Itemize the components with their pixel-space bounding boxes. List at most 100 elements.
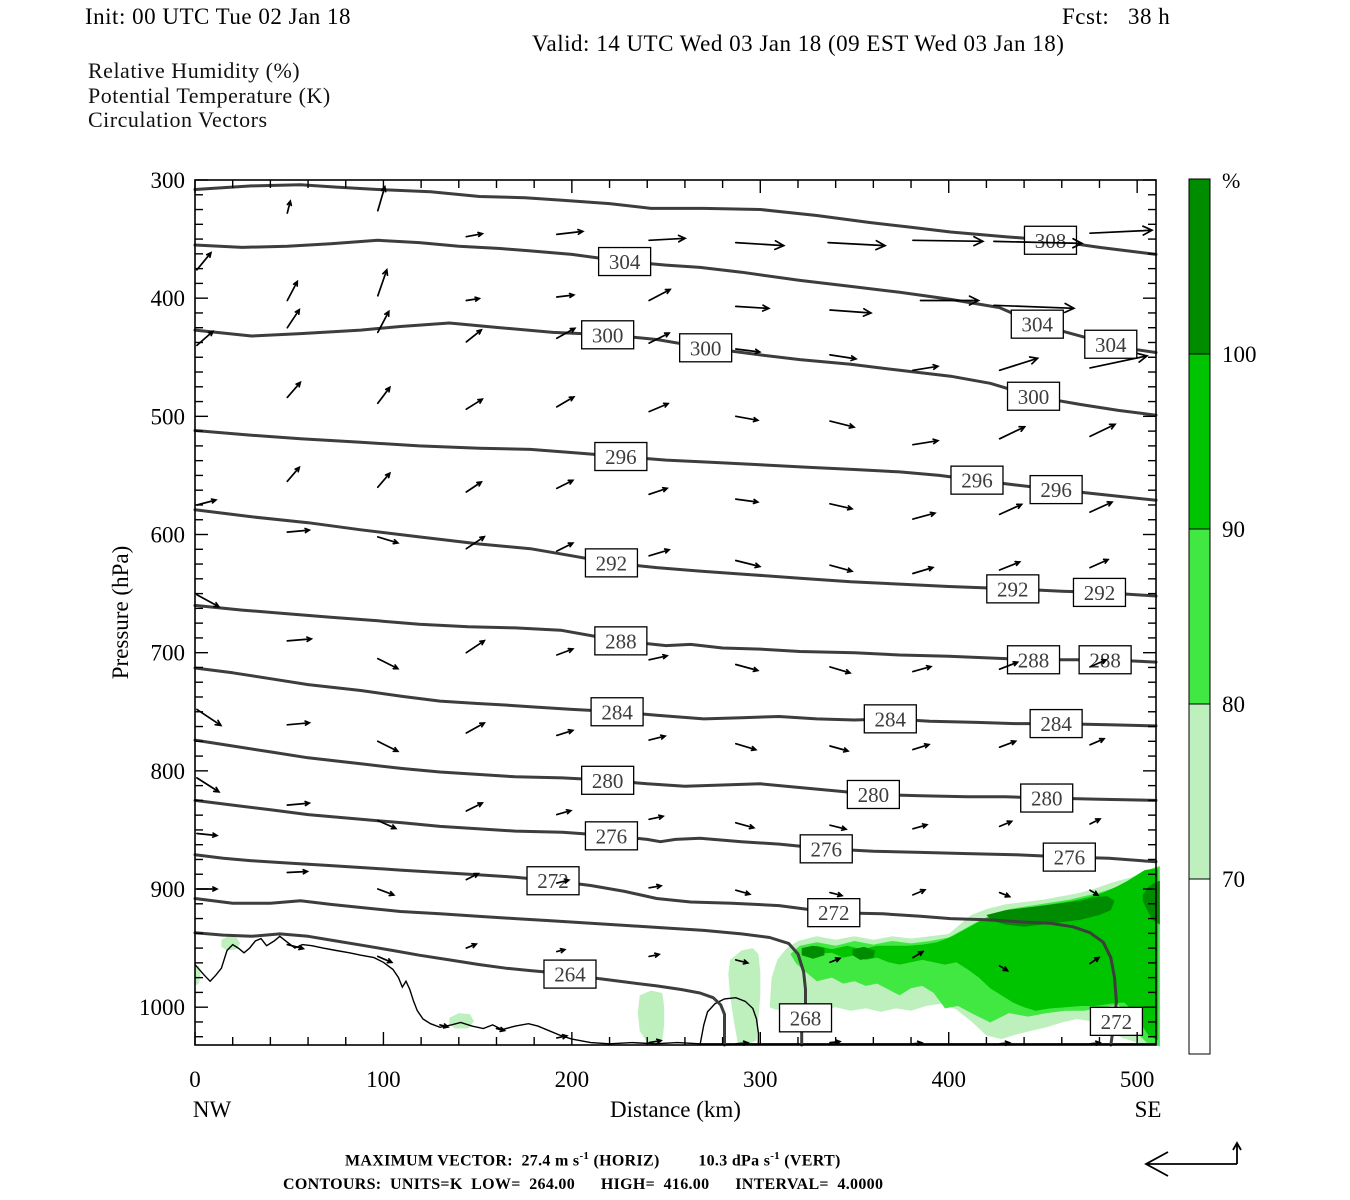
- contour-label-value: 264: [554, 963, 586, 987]
- y-tick-label: 900: [151, 877, 186, 902]
- wind-arrow: [734, 498, 760, 505]
- x-tick-label: 300: [743, 1067, 778, 1092]
- wind-arrow: [648, 332, 671, 344]
- wind-arrow: [555, 878, 571, 884]
- reference-vector-horizontal: [1144, 1151, 1237, 1177]
- y-tick-label: 500: [151, 404, 186, 429]
- contour-line-276: [193, 798, 1158, 864]
- wind-arrow: [286, 308, 301, 329]
- contour-label-value: 280: [592, 769, 624, 793]
- contour-label-box: [543, 959, 597, 989]
- x-tick-label: 200: [555, 1067, 590, 1092]
- contour-label-box: [1006, 381, 1061, 411]
- contour-line-296: [193, 429, 1158, 502]
- wind-arrow: [998, 891, 1012, 898]
- y-tick-label: 300: [151, 168, 186, 193]
- wind-arrow: [734, 304, 771, 312]
- wind-arrow: [648, 548, 671, 557]
- humidity-region-100: [986, 896, 1115, 927]
- wind-arrow: [555, 947, 567, 954]
- wind-arrow: [993, 237, 1084, 249]
- wind-arrow: [1089, 352, 1149, 369]
- wind-arrow: [465, 872, 480, 881]
- x-axis-title: Distance (km): [610, 1097, 741, 1122]
- wind-arrow: [648, 952, 661, 958]
- wind-arrow: [1089, 889, 1100, 897]
- contour-label-box: [778, 1003, 833, 1033]
- colorbar-label: 100: [1222, 342, 1257, 367]
- wind-arrow: [376, 309, 390, 334]
- humidity-fill-regions: [195, 865, 1160, 1047]
- wind-arrow: [196, 330, 215, 347]
- contour-label-box: [1006, 645, 1061, 675]
- wind-arrow: [1089, 818, 1102, 825]
- y-axis-title: Pressure (hPa): [108, 546, 133, 680]
- wind-arrow: [465, 722, 486, 734]
- surface-lines: [194, 935, 1156, 1046]
- contour-label-value: 296: [605, 445, 637, 469]
- wind-arrow: [912, 363, 940, 372]
- contour-label-value: 296: [961, 469, 993, 493]
- wind-arrow: [998, 739, 1018, 749]
- wind-arrow: [196, 777, 221, 793]
- contour-label-value: 308: [1035, 229, 1067, 253]
- contour-label-value: 284: [1040, 712, 1072, 736]
- x-tick-label: 500: [1120, 1067, 1155, 1092]
- wind-arrow: [465, 231, 485, 238]
- wind-arrow: [1089, 558, 1110, 569]
- wind-arrow: [912, 743, 931, 751]
- wind-arrow: [465, 802, 484, 812]
- wind-arrow: [376, 385, 391, 405]
- sup-minus-one-2: -1: [770, 1150, 780, 1162]
- contour-label-box: [807, 898, 861, 928]
- contour-label-value: 300: [690, 336, 722, 360]
- wind-arrow: [998, 503, 1024, 516]
- contour-label-value: 284: [601, 700, 633, 724]
- field-label-potential-temperature: Potential Temperature (K): [88, 83, 331, 108]
- wind-arrow: [196, 832, 219, 838]
- wind-arrow: [912, 235, 985, 247]
- wind-arrow: [465, 535, 486, 550]
- contour-line-280: [193, 738, 1158, 802]
- x-axis-right-end-label: SE: [1135, 1097, 1162, 1122]
- contour-label-value: 292: [596, 551, 628, 575]
- contour-label-box: [584, 548, 639, 578]
- wind-arrow: [286, 636, 314, 643]
- contour-label-value: 276: [596, 824, 628, 848]
- humidity-region-70: [195, 965, 201, 986]
- wind-arrow: [734, 663, 760, 673]
- contour-label-box: [1020, 783, 1074, 813]
- wind-arrow: [912, 438, 940, 446]
- wind-arrow: [827, 239, 888, 251]
- wind-arrow: [286, 380, 302, 399]
- wind-arrow: [919, 295, 981, 306]
- colorbar-label: 70: [1222, 867, 1245, 892]
- contour-label-value: 284: [875, 707, 907, 731]
- wind-arrow: [465, 296, 482, 302]
- wind-arrow: [376, 471, 392, 489]
- wind-arrow: [912, 823, 929, 830]
- wind-arrow: [648, 653, 669, 661]
- wind-arrow: [829, 307, 873, 317]
- wind-arrow: [555, 395, 576, 408]
- colorbar-label: 90: [1222, 517, 1245, 542]
- contour-label-box: [1042, 842, 1096, 872]
- contour-label-value: 304: [609, 250, 641, 274]
- x-tick-label: 0: [189, 1067, 201, 1092]
- contour-line-268: [193, 897, 807, 1047]
- wind-arrow: [829, 420, 856, 429]
- contour-label-value: 292: [997, 577, 1029, 601]
- colorbar-segment: [1188, 703, 1211, 880]
- wind-arrow: [439, 1023, 450, 1029]
- wind-arrow: [829, 957, 842, 964]
- wind-arrow: [1089, 956, 1101, 965]
- contour-info-caption: CONTOURS: UNITS=K LOW= 264.00 HIGH= 416.…: [283, 1176, 884, 1193]
- wind-arrow: [1089, 501, 1114, 513]
- wind-arrow: [648, 814, 665, 821]
- valid-time-label: Valid: 14 UTC Wed 03 Jan 18 (09 EST Wed …: [532, 31, 1065, 56]
- max-vector-caption: MAXIMUM VECTOR: 27.4 m s-1 (HORIZ) 10.3 …: [345, 1150, 841, 1170]
- wind-arrow: [376, 267, 389, 297]
- wind-arrow: [286, 465, 301, 483]
